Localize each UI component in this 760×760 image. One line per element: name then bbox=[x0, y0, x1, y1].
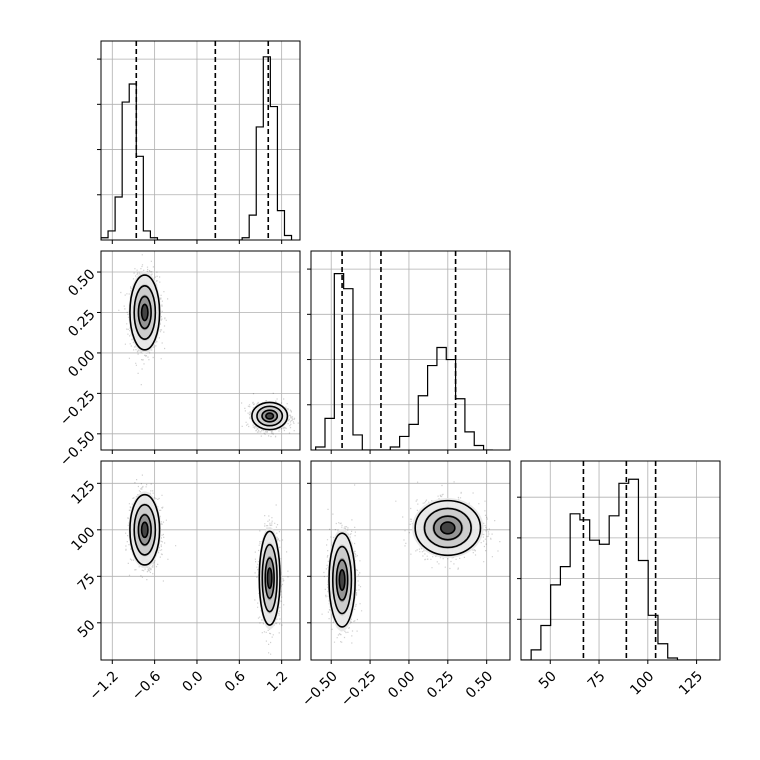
density-level-0-3 bbox=[141, 303, 149, 322]
frame-p22 bbox=[520, 460, 721, 661]
contour-1-0 bbox=[251, 401, 289, 431]
x-tick-label-0: 50 bbox=[536, 668, 560, 692]
contour-0-1 bbox=[331, 545, 353, 615]
contour-0-3 bbox=[140, 521, 149, 539]
frame-p20 bbox=[100, 460, 301, 661]
contour-0-0 bbox=[129, 493, 161, 566]
y-tick-label-0: 0.50 bbox=[65, 266, 98, 299]
col2-x-labels: 50 75 100 125 bbox=[536, 668, 706, 698]
contour-1-1 bbox=[261, 543, 278, 613]
scatter-points bbox=[321, 481, 501, 644]
density-level-1-3 bbox=[265, 412, 274, 420]
y-tick-label-1: 0.25 bbox=[65, 307, 98, 340]
contour-0-3 bbox=[140, 303, 149, 322]
contour-0-0 bbox=[129, 274, 161, 351]
contour-1-1 bbox=[423, 507, 472, 549]
histogram-step bbox=[101, 56, 293, 240]
frame-p10 bbox=[100, 250, 301, 451]
y-tick-label-4: −0.50 bbox=[57, 428, 99, 470]
x-tick-label-2: 0.00 bbox=[385, 668, 418, 701]
contour-1-2 bbox=[264, 557, 275, 600]
contour-1-1 bbox=[256, 405, 284, 427]
panel-p11 bbox=[307, 250, 511, 454]
contour-0-2 bbox=[137, 295, 152, 330]
histogram-step bbox=[521, 478, 717, 660]
y-tick-label-1: 100 bbox=[68, 524, 98, 554]
contour-0-3 bbox=[338, 569, 346, 591]
frame-p21 bbox=[310, 460, 511, 661]
x-tick-label-1: −0.6 bbox=[129, 668, 164, 703]
panel-p10 bbox=[97, 250, 301, 454]
contour-1-0 bbox=[258, 530, 281, 626]
density-level-0-3 bbox=[141, 521, 149, 539]
y-tick-label-2: 0.00 bbox=[65, 347, 98, 380]
x-tick-label-2: 100 bbox=[627, 668, 657, 698]
row2-y-labels: 125 100 75 50 bbox=[68, 478, 98, 641]
panel-p21 bbox=[307, 460, 511, 664]
contour-1-3 bbox=[265, 412, 275, 420]
contour-1-0 bbox=[414, 499, 482, 557]
y-tick-label-0: 125 bbox=[68, 478, 98, 508]
col0-x-labels: −1.2 −0.6 0.0 0.6 1.2 bbox=[87, 668, 292, 703]
contour-0-0 bbox=[328, 532, 356, 628]
density-level-1-3 bbox=[440, 521, 456, 535]
contour-1-3 bbox=[440, 521, 456, 535]
frame-p0 bbox=[100, 40, 301, 241]
contour-1-2 bbox=[261, 409, 279, 423]
scatter-points bbox=[118, 254, 299, 438]
x-tick-label-0: −1.2 bbox=[87, 668, 122, 703]
panel-p22 bbox=[517, 460, 721, 664]
contour-0-2 bbox=[335, 559, 349, 601]
histogram-step bbox=[315, 273, 493, 450]
x-tick-label-0: −0.50 bbox=[299, 668, 341, 710]
contour-0-1 bbox=[133, 503, 157, 556]
panel-p0 bbox=[97, 40, 301, 244]
scatter-points bbox=[125, 474, 289, 655]
y-tick-label-3: 50 bbox=[75, 617, 99, 641]
row1-y-labels: 0.50 0.25 0.00 −0.25−0.50 bbox=[57, 266, 99, 469]
contour-0-1 bbox=[133, 284, 157, 340]
x-tick-label-1: 75 bbox=[585, 668, 609, 692]
x-tick-label-4: 0.50 bbox=[463, 668, 496, 701]
panel-p20 bbox=[97, 460, 301, 664]
x-tick-label-4: 1.2 bbox=[264, 668, 291, 695]
x-tick-label-3: 0.6 bbox=[222, 668, 249, 695]
y-tick-label-2: 75 bbox=[75, 571, 99, 595]
col1-x-labels: −0.50−0.25 0.00 0.25 0.50 bbox=[299, 668, 496, 710]
y-tick-label-3: −0.25 bbox=[57, 388, 99, 430]
frame-p11 bbox=[310, 250, 511, 451]
x-tick-label-3: 125 bbox=[676, 668, 706, 698]
contour-0-2 bbox=[137, 513, 152, 546]
x-tick-label-1: −0.25 bbox=[338, 668, 380, 710]
x-tick-label-3: 0.25 bbox=[424, 668, 457, 701]
contour-1-2 bbox=[433, 515, 463, 541]
contour-1-3 bbox=[266, 567, 273, 590]
x-tick-label-2: 0.0 bbox=[180, 668, 207, 695]
